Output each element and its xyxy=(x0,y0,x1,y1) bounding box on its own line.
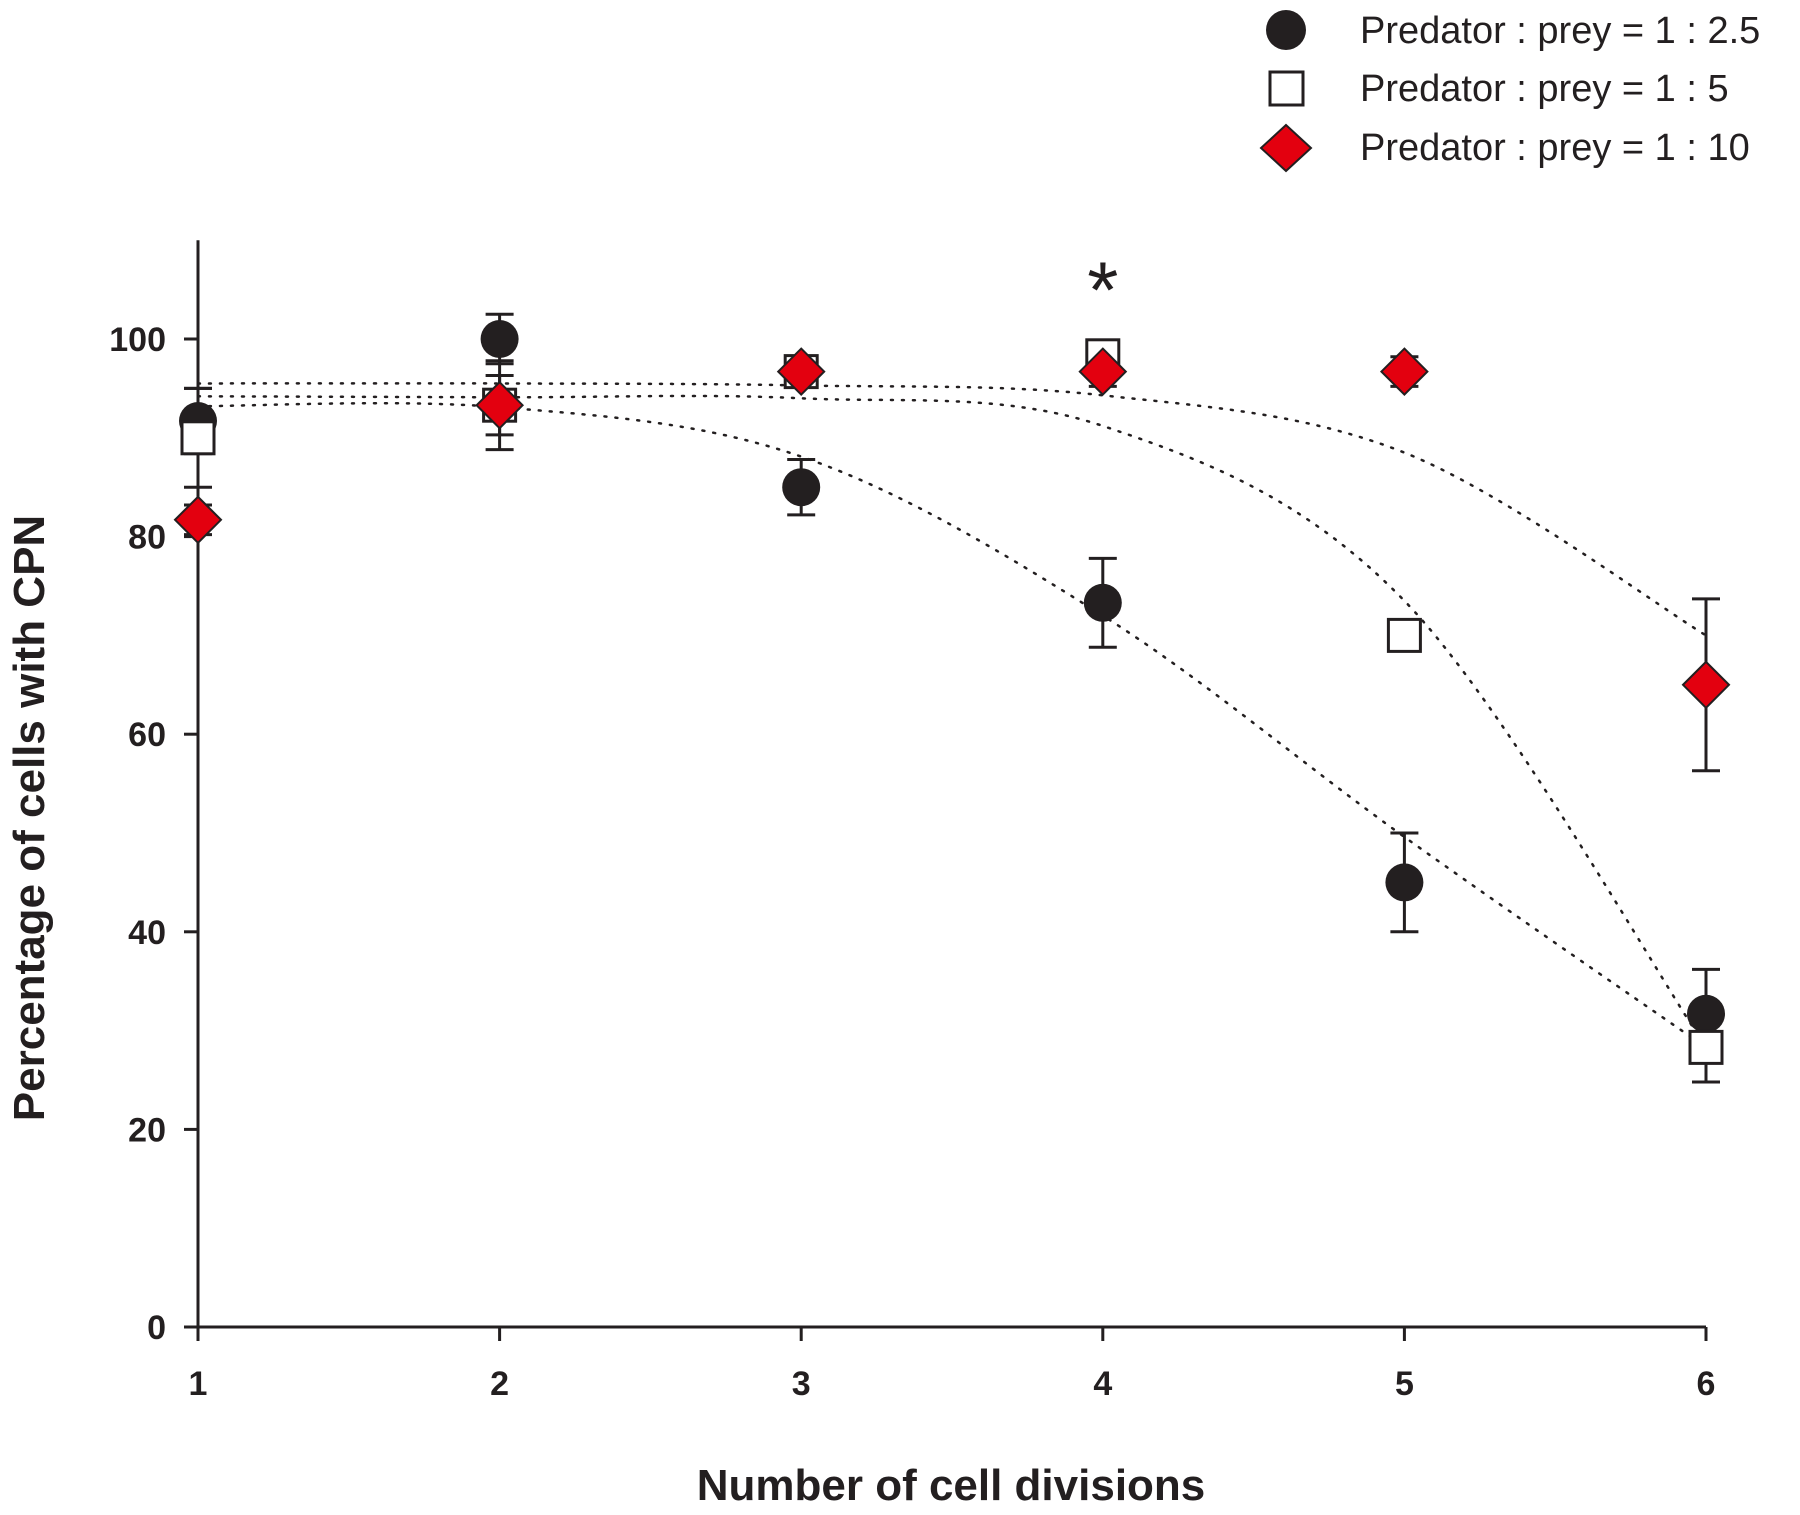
fit-curve-series-2 xyxy=(196,394,1708,1049)
legend-marker-diamond xyxy=(1259,123,1313,173)
y-tick-label-0: 0 xyxy=(147,1309,166,1347)
fit-curve-series-1 xyxy=(196,401,1708,1049)
data-point-series-3-x5 xyxy=(1379,347,1429,397)
y-tick-label-20: 20 xyxy=(128,1111,166,1149)
data-point-series-3-x6 xyxy=(1681,660,1731,710)
data-point-series-1-x2 xyxy=(480,320,519,358)
legend-item-series-3: Predator : prey = 1 : 10 xyxy=(1259,123,1750,173)
data-point-series-3-x1 xyxy=(173,495,223,545)
x-tick-label-6: 6 xyxy=(1697,1365,1716,1403)
legend-label-1: Predator : prey = 1 : 2.5 xyxy=(1360,10,1760,52)
data-point-series-3-x4 xyxy=(1078,347,1128,397)
fit-curve-series-3 xyxy=(196,382,1708,637)
x-tick-label-4: 4 xyxy=(1093,1365,1112,1403)
significance-asterisk: * xyxy=(1087,246,1118,335)
data-point-series-1-x6 xyxy=(1687,994,1725,1033)
y-tick-label-40: 40 xyxy=(128,914,166,952)
legend-item-series-2: Predator : prey = 1 : 5 xyxy=(1268,68,1729,110)
y-tick-label-80: 80 xyxy=(128,519,166,557)
data-point-series-3-x3 xyxy=(776,347,826,397)
axes: 0 20 40 60 80 100 1 2 3 4 5 6 xyxy=(109,240,1715,1403)
annotations: * xyxy=(1087,246,1118,335)
x-tick-label-1: 1 xyxy=(189,1365,208,1403)
data-markers xyxy=(173,320,1731,1065)
y-tick-label-60: 60 xyxy=(128,716,166,754)
data-point-series-2-x6 xyxy=(1688,1029,1724,1065)
fit-curves xyxy=(196,382,1708,1049)
legend-marker-filled-circle xyxy=(1266,10,1306,50)
legend: Predator : prey = 1 : 2.5 Predator : pre… xyxy=(1259,10,1760,173)
x-axis-title: Number of cell divisions xyxy=(697,1461,1206,1510)
legend-label-2: Predator : prey = 1 : 5 xyxy=(1360,68,1729,110)
data-point-series-1-x3 xyxy=(782,468,821,507)
legend-marker-open-square xyxy=(1268,70,1305,107)
data-point-series-1-x5 xyxy=(1385,863,1424,902)
legend-label-3: Predator : prey = 1 : 10 xyxy=(1360,127,1750,169)
legend-item-series-1: Predator : prey = 1 : 2.5 xyxy=(1266,10,1760,52)
data-point-series-3-x2 xyxy=(475,380,525,430)
x-tick-label-5: 5 xyxy=(1395,1365,1414,1403)
y-tick-label-100: 100 xyxy=(109,321,166,359)
x-tick-label-3: 3 xyxy=(792,1365,811,1403)
x-tick-label-2: 2 xyxy=(490,1365,509,1403)
error-bars xyxy=(184,312,1720,1084)
data-point-series-1-x4 xyxy=(1083,583,1122,622)
data-point-series-2-x1 xyxy=(180,420,216,456)
data-point-series-2-x5 xyxy=(1386,617,1422,653)
y-axis-title: Percentage of cells with CPN xyxy=(5,515,54,1121)
